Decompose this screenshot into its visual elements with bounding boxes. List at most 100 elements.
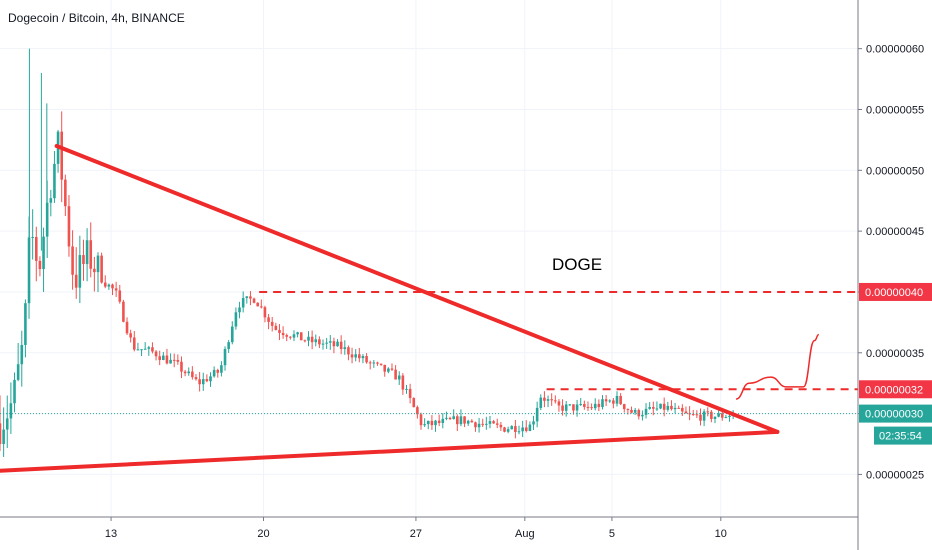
- candle-body: [270, 321, 274, 326]
- candle-body: [495, 423, 499, 425]
- price-tick-label: 0.00000035: [866, 348, 924, 360]
- candle-body: [506, 429, 510, 432]
- candle-body: [180, 361, 183, 372]
- candle-body: [514, 426, 517, 432]
- candle-body: [307, 336, 310, 341]
- candle-body: [227, 342, 230, 350]
- candle-body: [67, 206, 71, 247]
- candle-body: [695, 414, 699, 416]
- candle-body: [419, 414, 423, 426]
- candle-body: [336, 341, 339, 347]
- candle-body: [358, 354, 361, 359]
- trendline-ascending-support[interactable]: [0, 429, 780, 473]
- candle-body: [550, 399, 553, 401]
- price-tick-label: 0.00000060: [866, 44, 924, 56]
- candle-body: [27, 237, 31, 304]
- price-tick-label: 0.00000025: [866, 469, 924, 481]
- candle-body: [448, 417, 452, 420]
- price-badge-label: 0.00000040: [865, 287, 923, 299]
- candle-body: [648, 407, 651, 409]
- candle-body: [299, 332, 303, 341]
- candle-body: [31, 236, 34, 238]
- candle-body: [249, 296, 252, 299]
- candle-body: [281, 332, 285, 336]
- candle-body: [535, 407, 539, 422]
- candle-body: [503, 427, 506, 432]
- time-tick-label: 13: [105, 528, 117, 540]
- candle-body: [517, 431, 521, 433]
- candle-body: [74, 274, 78, 288]
- candle-body: [267, 317, 270, 322]
- candle-body: [230, 326, 234, 343]
- candle-body: [470, 420, 474, 423]
- candle-body: [401, 375, 405, 390]
- candle-body: [637, 410, 641, 417]
- candle-body: [387, 368, 390, 372]
- candle-body: [557, 401, 561, 406]
- candle-body: [318, 339, 321, 345]
- candle-body: [688, 413, 691, 415]
- candle-body: [644, 408, 648, 415]
- candle-body: [24, 303, 27, 345]
- candle-body: [691, 414, 695, 416]
- candle-body: [20, 344, 24, 365]
- candle-body: [437, 420, 441, 424]
- candle-body: [45, 202, 49, 237]
- candle-body: [263, 307, 267, 318]
- candle-body: [328, 341, 332, 343]
- candle-body: [350, 354, 354, 358]
- candle-body: [368, 362, 372, 364]
- candle-body: [445, 417, 448, 419]
- time-axis[interactable]: 13 20 27 Aug 5 10: [0, 516, 858, 540]
- time-tick-label: 10: [715, 528, 727, 540]
- candle-body: [572, 404, 575, 411]
- price-axis[interactable]: 0.00000025 0.00000030 0.00000035 0.00000040…: [857, 0, 924, 550]
- candle-body: [546, 399, 550, 401]
- candle-body: [234, 312, 238, 327]
- candle-body: [593, 403, 597, 409]
- candle-body: [303, 340, 307, 342]
- candle-body: [252, 298, 256, 303]
- candle-body: [575, 404, 579, 411]
- candles: [0, 48, 735, 457]
- candle-body: [194, 377, 198, 380]
- candle-body: [619, 395, 622, 405]
- candle-body: [9, 403, 13, 419]
- candle-body: [2, 429, 5, 445]
- candle-body: [151, 347, 154, 352]
- candle-body: [64, 179, 67, 207]
- candle-body: [100, 255, 103, 283]
- candle-body: [107, 284, 111, 287]
- projection-path[interactable]: [735, 333, 820, 400]
- candle-body: [332, 341, 336, 347]
- price-tick-label: 0.00000055: [866, 104, 924, 116]
- candle-body: [122, 301, 125, 322]
- candle-body: [655, 408, 659, 410]
- candle-body: [143, 348, 147, 350]
- candle-body: [383, 364, 387, 372]
- candle-body: [528, 424, 532, 431]
- candle-body: [256, 302, 259, 307]
- candle-body: [325, 342, 328, 344]
- trendline-descending-resistance[interactable]: [54, 143, 780, 434]
- candle-body: [154, 351, 158, 357]
- candle-body: [394, 369, 397, 380]
- countdown-label: 02:35:54: [879, 431, 922, 443]
- candle-body: [376, 362, 379, 364]
- candle-body: [597, 403, 601, 408]
- candle-body: [93, 268, 96, 273]
- candle-body: [488, 421, 492, 424]
- price-badge-label: 0.00000030: [865, 409, 923, 421]
- candle-body: [720, 413, 724, 418]
- candle-body: [365, 356, 368, 363]
- candle-body: [296, 332, 299, 335]
- candle-body: [539, 397, 543, 408]
- candle-body: [103, 282, 107, 287]
- candle-body: [590, 407, 593, 409]
- candle-body: [379, 363, 383, 365]
- candle-body: [459, 416, 463, 425]
- candle-body: [564, 404, 568, 411]
- candle-body: [60, 131, 64, 180]
- candle-body: [321, 343, 325, 345]
